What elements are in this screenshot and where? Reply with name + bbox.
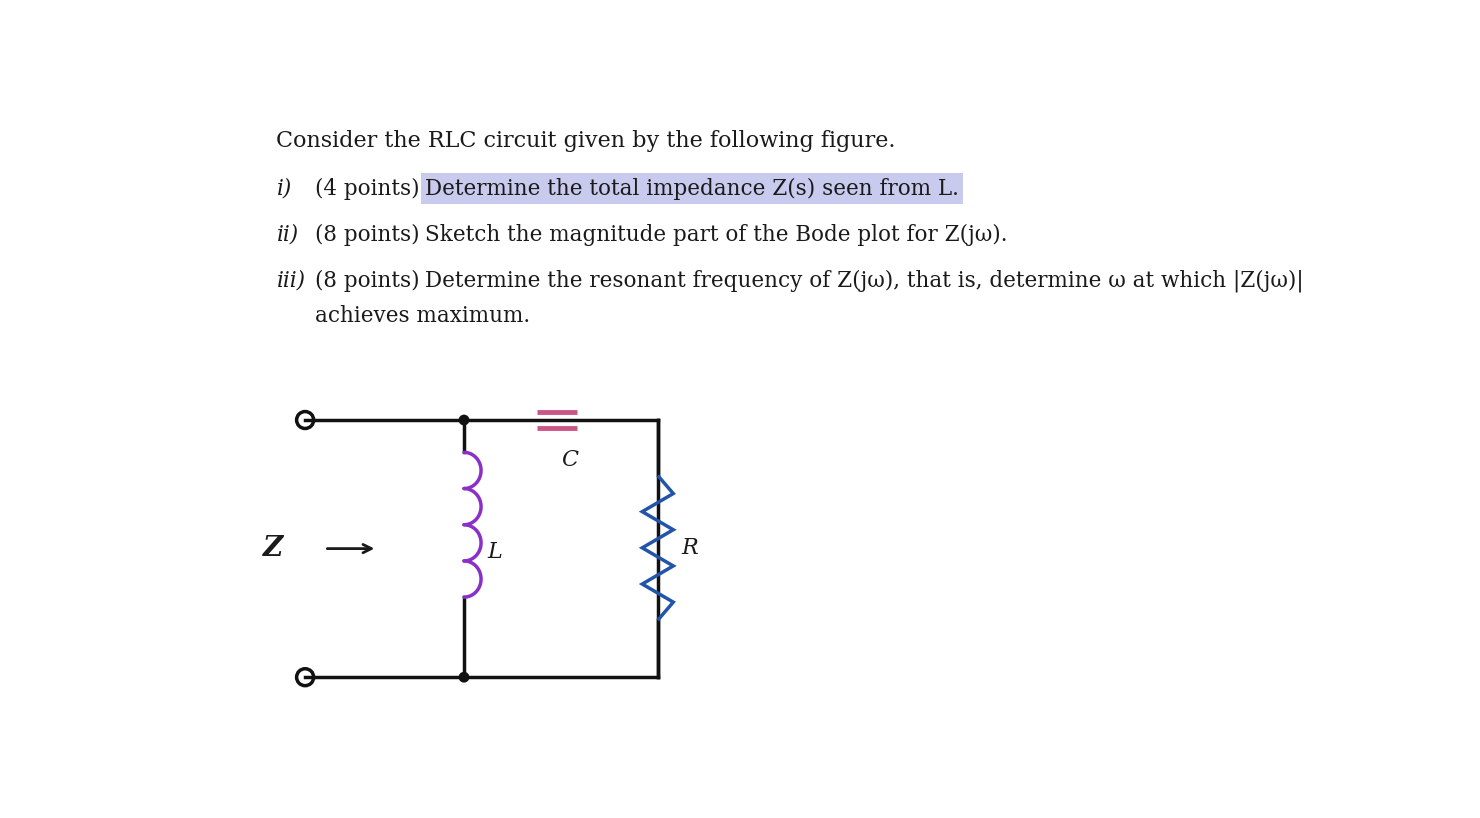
Text: achieves maximum.: achieves maximum. xyxy=(315,304,530,326)
Text: Sketch the magnitude part of the Bode plot for Z(jω).: Sketch the magnitude part of the Bode pl… xyxy=(425,223,1008,245)
Text: (4 points): (4 points) xyxy=(315,178,420,200)
Circle shape xyxy=(459,415,469,425)
Text: R: R xyxy=(681,537,697,559)
Text: (8 points): (8 points) xyxy=(315,270,420,292)
Text: iii): iii) xyxy=(277,270,305,292)
Text: ii): ii) xyxy=(277,223,299,245)
Text: Z: Z xyxy=(262,535,283,562)
Text: Determine the resonant frequency of Z(jω), that is, determine ω at which |Z(jω)|: Determine the resonant frequency of Z(jω… xyxy=(425,270,1304,293)
Text: C: C xyxy=(561,449,577,471)
Text: Consider the RLC circuit given by the following figure.: Consider the RLC circuit given by the fo… xyxy=(277,131,895,152)
Text: (8 points): (8 points) xyxy=(315,223,420,245)
Text: L: L xyxy=(487,542,502,564)
Text: i): i) xyxy=(277,178,292,200)
Circle shape xyxy=(459,672,469,682)
Text: Determine the total impedance Z(s) seen from L.: Determine the total impedance Z(s) seen … xyxy=(425,178,959,200)
